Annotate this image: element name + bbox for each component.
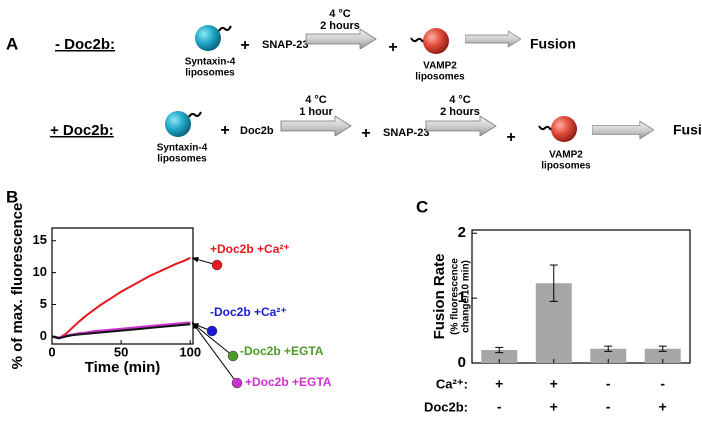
step-arrow: [280, 116, 352, 136]
condition-value: +: [495, 376, 503, 392]
x-tick-label: 50: [114, 344, 128, 359]
condition-value: +: [659, 399, 667, 415]
legend-marker: [206, 325, 218, 337]
legend-arrow: [191, 322, 234, 357]
label: liposomes: [157, 154, 207, 165]
label: SNAP-23: [262, 39, 308, 51]
y-tick-label: 2: [458, 224, 466, 241]
plus: +: [506, 129, 515, 146]
syntaxin-liposome: [195, 25, 221, 51]
label: Syntaxin-4: [185, 57, 236, 68]
x-tick-label: 100: [179, 344, 201, 359]
plus: +: [220, 122, 229, 139]
step-arrow: [305, 29, 377, 49]
step-arrow: [425, 116, 497, 136]
result: Fusion: [673, 122, 702, 138]
legend-label: +Doc2b +EGTA: [245, 375, 332, 389]
bar: [590, 348, 627, 363]
legend-marker: [211, 259, 223, 271]
y-tick-label: 0: [40, 328, 47, 343]
vamp-liposome: [551, 116, 577, 142]
condition-value: +: [550, 399, 558, 415]
y-tick-label: 0: [458, 354, 466, 371]
step-arrow: [465, 30, 521, 48]
condition: 1 hour: [299, 106, 333, 118]
condition-value: +: [550, 376, 558, 392]
plot-frame: [471, 229, 691, 364]
label: Syntaxin-4: [157, 143, 208, 154]
vamp-liposome: [423, 28, 449, 54]
panel-letter: C: [416, 197, 428, 216]
plot-frame: [51, 227, 194, 345]
label: liposomes: [415, 72, 465, 83]
result: Fusion: [530, 36, 576, 52]
condition-label: Ca²⁺:: [436, 376, 468, 391]
condition-label: Doc2b:: [424, 399, 468, 414]
legend-arrow: [191, 321, 238, 384]
y-tick-label: 10: [33, 264, 47, 279]
condition: 4 °C: [329, 8, 351, 20]
condition-value: -: [497, 399, 502, 415]
label: VAMP2: [549, 150, 583, 161]
syntaxin-tail: [188, 111, 202, 118]
panel-letter: A: [6, 34, 18, 53]
plus: +: [361, 125, 370, 142]
vamp-tail: [538, 125, 552, 131]
condition: 2 hours: [440, 106, 480, 118]
label: SNAP-23: [383, 127, 429, 139]
condition: 4 °C: [449, 94, 471, 106]
syntaxin-liposome: [165, 111, 191, 137]
x-axis-label: Time (min): [85, 359, 161, 376]
label: VAMP2: [423, 61, 457, 72]
bar: [644, 348, 681, 363]
legend-label: -Doc2b +EGTA: [240, 344, 324, 358]
row-label: + Doc2b:: [50, 122, 114, 139]
panel-letter: B: [6, 187, 18, 206]
condition-value: -: [660, 376, 665, 392]
label: liposomes: [185, 68, 235, 79]
y-axis-note: change/10 min): [461, 260, 472, 333]
plus: +: [240, 37, 249, 54]
legend-label: +Doc2b +Ca²⁺: [210, 242, 290, 256]
condition: 4 °C: [305, 94, 327, 106]
legend-marker: [227, 350, 239, 362]
legend-label: -Doc2b +Ca²⁺: [210, 305, 287, 319]
series-line: [51, 257, 191, 340]
vamp-tail: [410, 37, 424, 43]
x-tick-label: 0: [48, 344, 55, 359]
condition-value: -: [606, 399, 611, 415]
condition-value: -: [606, 376, 611, 392]
step-arrow: [592, 120, 654, 140]
condition: 2 hours: [320, 20, 360, 32]
y-tick-label: 15: [33, 232, 47, 247]
label: liposomes: [541, 161, 591, 172]
y-tick-label: 1: [458, 289, 466, 306]
syntaxin-tail: [218, 25, 232, 32]
series-line: [51, 323, 191, 340]
y-axis-note: (% fluorescence: [450, 258, 461, 335]
row-label: - Doc2b:: [55, 36, 115, 53]
y-tick-label: 5: [40, 296, 47, 311]
y-axis-label: % of max. fluorescence: [9, 203, 26, 370]
label: Doc2b: [240, 125, 274, 137]
bar: [481, 350, 518, 363]
plus: +: [388, 39, 397, 56]
y-axis-label: Fusion Rate: [431, 254, 448, 340]
legend-marker: [231, 377, 243, 389]
